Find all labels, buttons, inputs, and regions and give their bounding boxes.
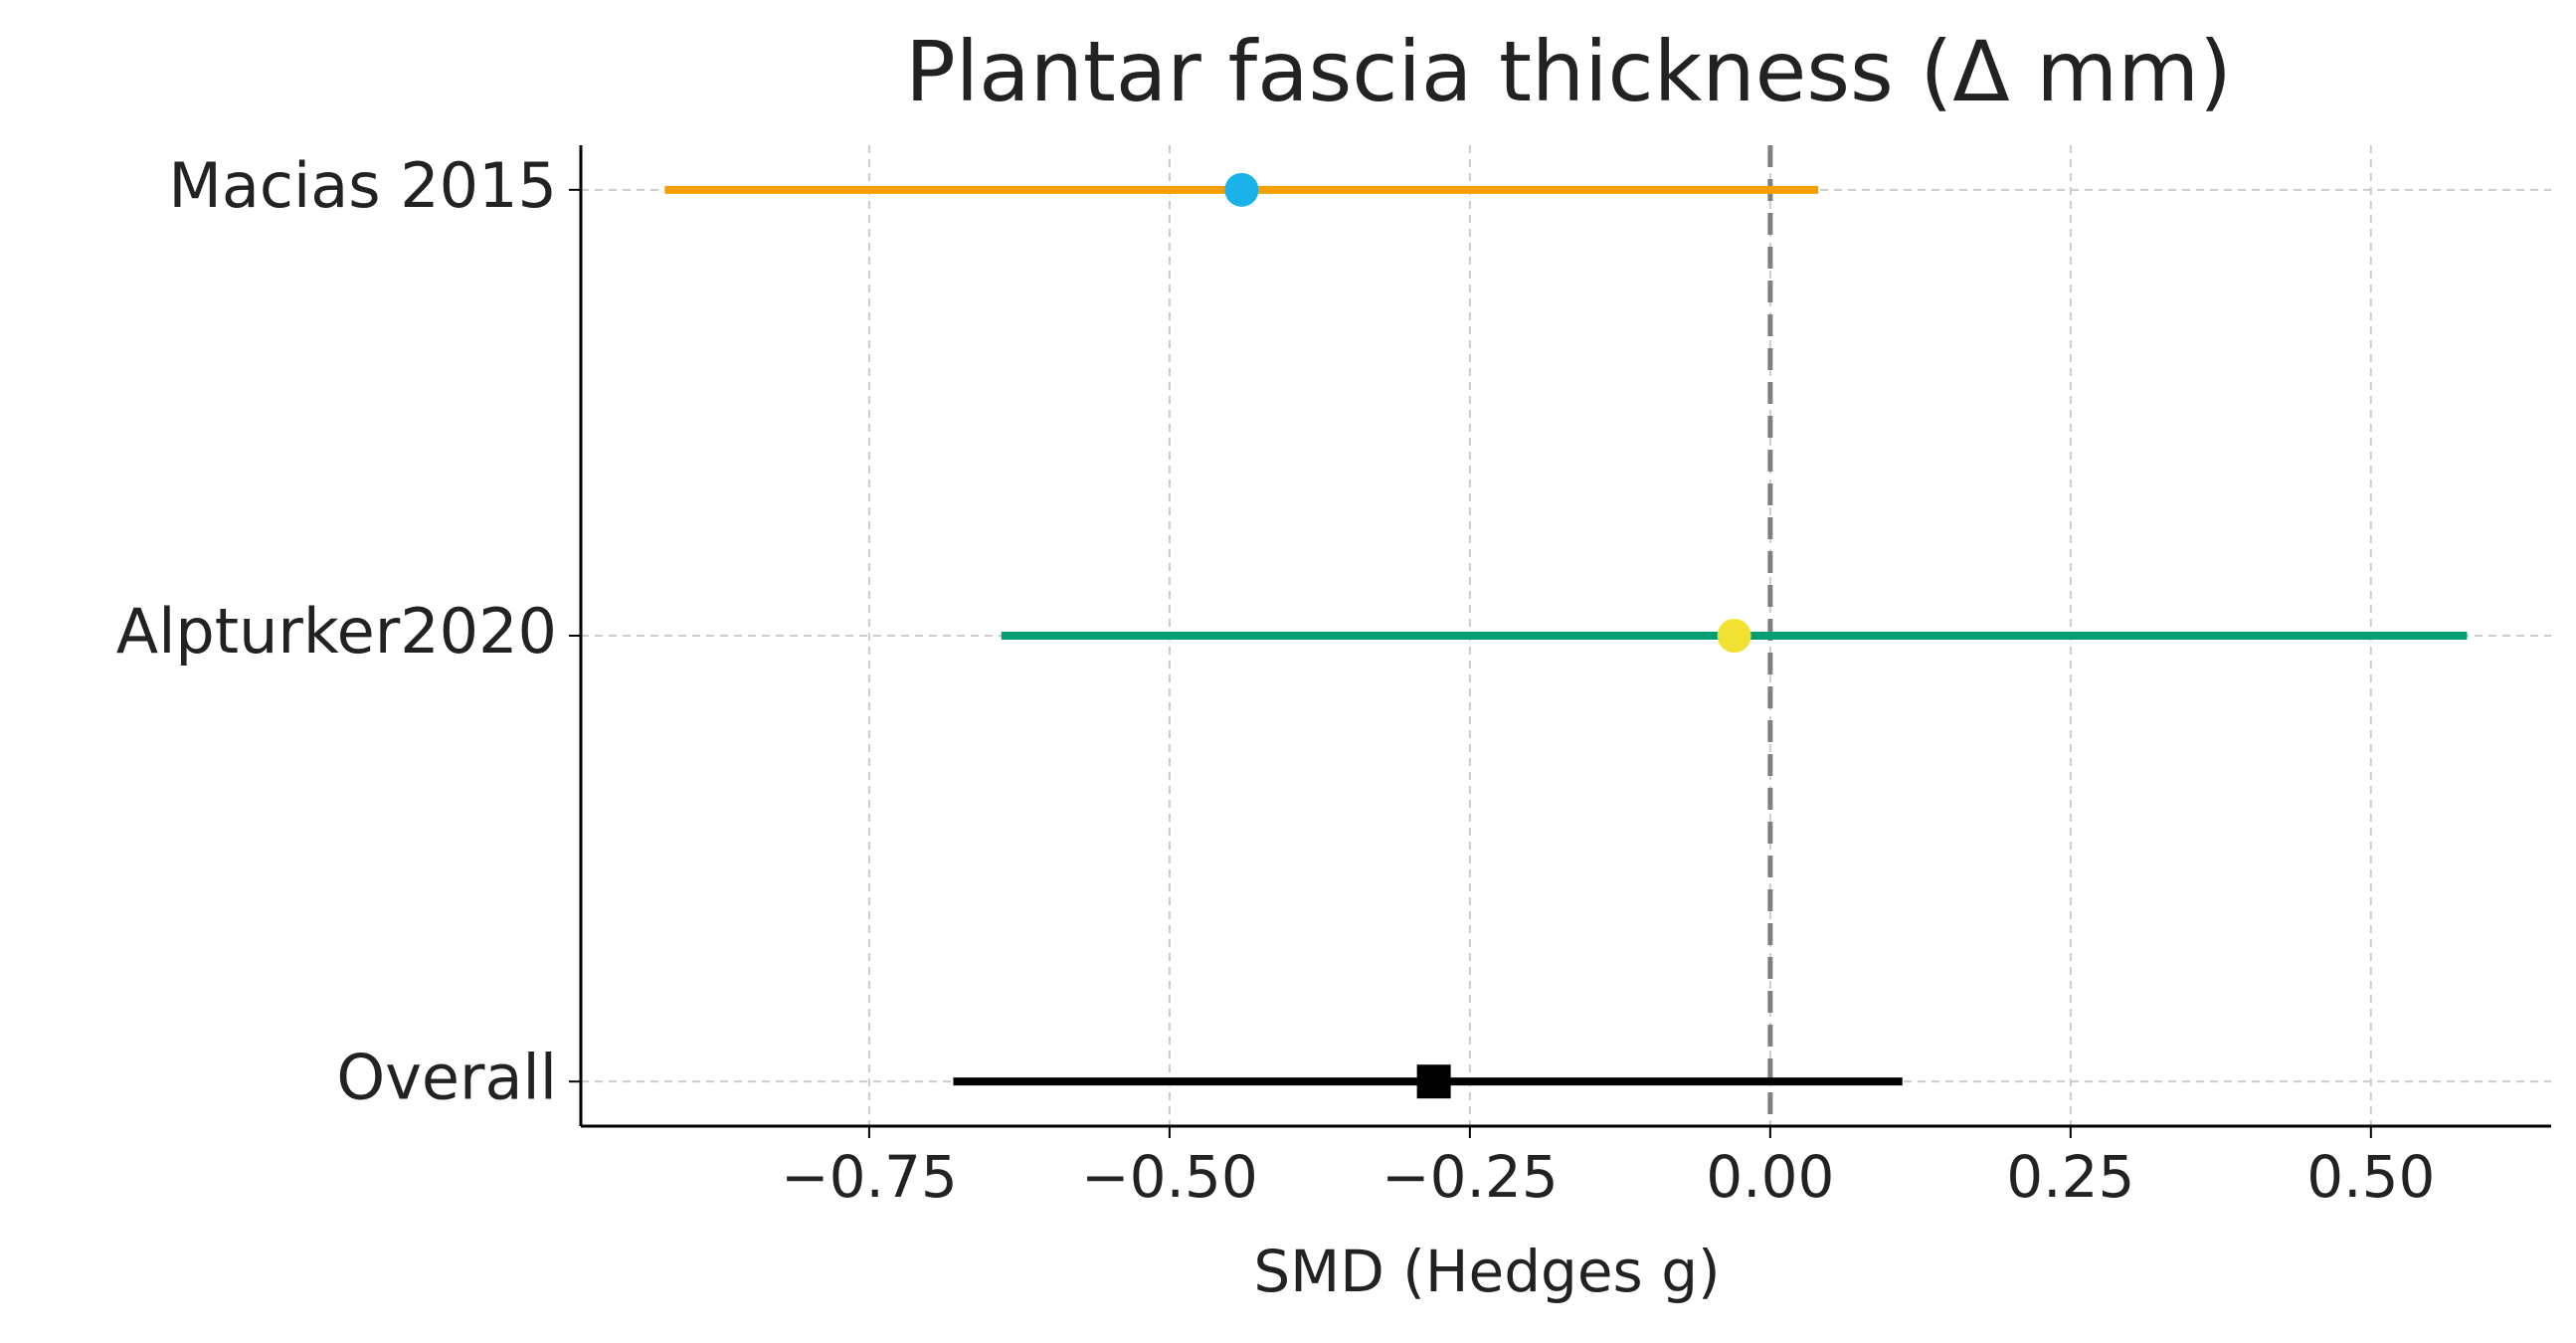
x-tick-label: −0.25 [1381, 1143, 1559, 1211]
x-tick-label: 0.50 [2306, 1143, 2435, 1211]
point-marker [1224, 172, 1259, 207]
chart-title: Plantar fascia thickness (Δ mm) [905, 23, 2232, 120]
point-marker [1416, 1064, 1451, 1099]
x-tick-label: 0.25 [2006, 1143, 2134, 1211]
x-axis-label: SMD (Hedges g) [1253, 1238, 1720, 1305]
y-tick-label: Overall [336, 1041, 557, 1113]
y-tick-label: Alpturker2020 [116, 595, 557, 668]
y-tick-label: Macias 2015 [168, 149, 557, 222]
point-marker [1717, 619, 1751, 653]
x-tick-label: −0.50 [1081, 1143, 1258, 1211]
x-tick-label: 0.00 [1706, 1143, 1834, 1211]
x-tick-label: −0.75 [781, 1143, 958, 1211]
